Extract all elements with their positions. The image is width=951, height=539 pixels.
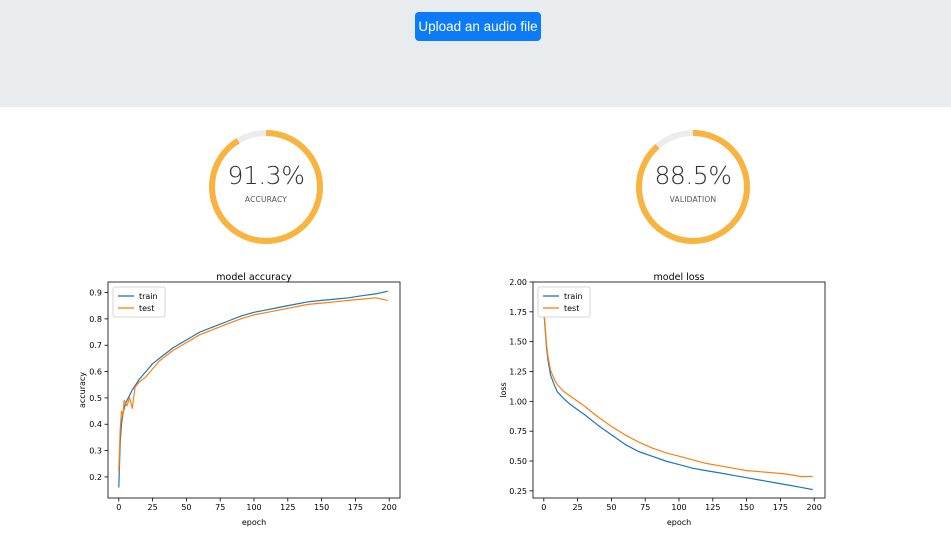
- x-tick-label: 100: [246, 503, 261, 512]
- y-tick-label: 1.50: [509, 338, 527, 347]
- series-line-train: [543, 310, 813, 491]
- y-tick-label: 0.4: [89, 420, 102, 429]
- gauge-fill: [209, 130, 323, 244]
- x-tick-label: 100: [671, 503, 686, 512]
- upload-audio-button[interactable]: Upload an audio file: [415, 12, 541, 41]
- legend-box: [112, 286, 166, 318]
- accuracy-gauge: 91.3% ACCURACY: [207, 128, 325, 246]
- y-tick-label: 2.00: [509, 278, 527, 287]
- x-tick-label: 150: [314, 503, 329, 512]
- x-tick-label: 0: [116, 503, 121, 512]
- y-tick-label: 0.9: [89, 289, 102, 298]
- y-tick-label: 1.75: [509, 308, 527, 317]
- y-tick-label: 0.2: [89, 473, 102, 482]
- x-tick-label: 75: [215, 503, 225, 512]
- y-tick-label: 0.25: [509, 487, 527, 496]
- validation-value: 88.5%: [654, 161, 732, 190]
- legend-label-train: train: [139, 292, 158, 301]
- y-tick-label: 0.3: [89, 447, 102, 456]
- legend-label-train: train: [564, 292, 583, 301]
- accuracy-legend: train test: [112, 286, 166, 318]
- loss-chart-title: model loss: [654, 272, 705, 283]
- accuracy-chart: model accuracy 0 25 50 75 100 125 150 175 200 0.2 0…: [78, 272, 401, 527]
- x-tick-label: 175: [773, 503, 788, 512]
- series-line-test: [118, 297, 388, 472]
- y-tick-label: 0.8: [89, 315, 102, 324]
- legend-label-test: test: [139, 304, 154, 313]
- x-tick-label: 0: [541, 503, 546, 512]
- y-tick-label: 1.25: [509, 368, 527, 377]
- x-tick-label: 50: [181, 503, 191, 512]
- x-tick-label: 125: [280, 503, 295, 512]
- loss-x-axis-label: epoch: [667, 518, 691, 527]
- x-tick-label: 175: [348, 503, 363, 512]
- loss-legend: train test: [537, 286, 591, 318]
- accuracy-x-axis-label: epoch: [242, 518, 266, 527]
- x-tick-label: 200: [807, 503, 822, 512]
- x-tick-label: 125: [705, 503, 720, 512]
- x-tick-label: 50: [606, 503, 616, 512]
- validation-label: VALIDATION: [669, 195, 717, 204]
- accuracy-value: 91.3%: [227, 161, 305, 190]
- x-tick-label: 25: [573, 503, 583, 512]
- accuracy-label: ACCURACY: [244, 195, 288, 204]
- gauge-fill: [636, 130, 750, 244]
- validation-gauge: 88.5% VALIDATION: [634, 128, 752, 246]
- accuracy-gauge-ring: [209, 130, 323, 244]
- x-tick-label: 150: [739, 503, 754, 512]
- validation-gauge-ring: [636, 130, 750, 244]
- series-line-test: [543, 308, 813, 478]
- header-bar: Upload an audio file: [0, 0, 951, 107]
- y-tick-label: 0.50: [509, 457, 527, 466]
- x-tick-label: 200: [382, 503, 397, 512]
- y-tick-label: 1.00: [509, 397, 527, 406]
- y-tick-label: 0.75: [509, 427, 527, 436]
- x-tick-label: 75: [640, 503, 650, 512]
- legend-label-test: test: [564, 304, 579, 313]
- series-line-train: [118, 290, 388, 488]
- x-tick-label: 25: [148, 503, 158, 512]
- y-tick-label: 0.5: [89, 394, 102, 403]
- loss-y-axis-label: loss: [499, 382, 508, 397]
- loss-chart: model loss 0 25 50 75 100 125 150 175 200 0.25 0.50…: [499, 272, 826, 527]
- y-tick-label: 0.6: [89, 368, 102, 377]
- accuracy-y-axis-label: accuracy: [78, 372, 87, 408]
- y-tick-label: 0.7: [89, 341, 102, 350]
- legend-box: [537, 286, 591, 318]
- accuracy-chart-title: model accuracy: [216, 272, 292, 283]
